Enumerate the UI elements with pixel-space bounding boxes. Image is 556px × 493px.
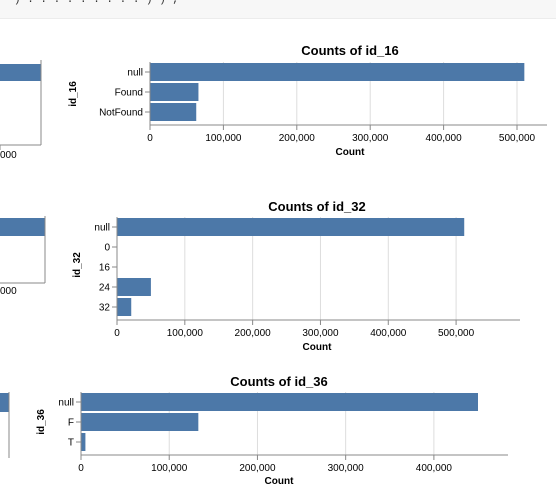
x-tick-label: 0 [147, 133, 153, 144]
bar [0, 64, 41, 81]
y-tick-label: 32 [99, 303, 111, 314]
partial-chart-1-plot: 000 [0, 60, 42, 161]
y-tick-label: null [58, 398, 74, 409]
y-tick-label: NotFound [99, 108, 143, 119]
x-tick-label: 500,000 [499, 133, 536, 144]
chart-title: Counts of id_36 [230, 374, 328, 389]
bar-t [81, 433, 86, 451]
bar-f [81, 413, 199, 431]
x-tick-label: 400,000 [426, 133, 463, 144]
x-tick-label: 300,000 [328, 463, 365, 474]
x-tick-label: 000 [0, 286, 17, 297]
chart-title: Counts of id_16 [301, 43, 399, 58]
x-tick-label: 200,000 [239, 463, 276, 474]
x-tick-label: 100,000 [205, 133, 242, 144]
bar-notfound [150, 103, 197, 121]
chart-id36: Counts of id_36 id_36 Count 0 100,000 200,… [36, 374, 508, 487]
partial-chart-1: 000 [0, 60, 42, 161]
x-tick-label: 100,000 [151, 463, 188, 474]
id32-plot: 0 100,000 200,000 300,000 400,000 500,000 null… [94, 217, 520, 339]
x-tick-label: 400,000 [416, 463, 453, 474]
partial-chart-3 [0, 392, 10, 458]
x-tick-label: 500,000 [438, 328, 475, 339]
x-tick-label: 400,000 [370, 328, 407, 339]
bar-null [150, 63, 525, 81]
x-axis-title: Count [265, 476, 295, 487]
y-tick-label: T [68, 438, 74, 449]
code-fragment: ) . . . . . . . . . ) ) , [14, 0, 180, 6]
y-axis-title: id_16 [68, 81, 79, 107]
y-tick-label: F [68, 418, 74, 429]
y-tick-label: 24 [99, 283, 111, 294]
x-tick-label: 300,000 [302, 328, 339, 339]
y-axis-title: id_36 [36, 409, 47, 435]
chart-title: Counts of id_32 [268, 199, 366, 214]
x-tick-label: 0 [114, 328, 120, 339]
bar [0, 218, 45, 236]
y-tick-label: 0 [104, 243, 110, 254]
y-tick-label: null [94, 223, 110, 234]
bar [0, 393, 9, 412]
id16-plot: 0 100,000 200,000 300,000 400,000 500,000 null… [99, 62, 547, 144]
bar-found [150, 83, 199, 101]
x-axis-title: Count [336, 147, 366, 158]
x-tick-label: 300,000 [352, 133, 389, 144]
notebook-code-strip: ) . . . . . . . . . ) ) , [0, 0, 556, 19]
y-tick-label: 16 [99, 263, 111, 274]
chart-id16: Counts of id_16 id_16 Count 0 100,000 200,… [68, 43, 547, 158]
x-tick-label: 000 [0, 150, 17, 161]
partial-chart-2-plot: 000 [0, 216, 46, 297]
y-axis-title: id_32 [72, 252, 83, 278]
chart-id32: Counts of id_32 id_32 Count 0 100,000 200,… [72, 199, 520, 353]
x-tick-label: 0 [78, 463, 84, 474]
partial-chart-3-plot [0, 392, 10, 458]
x-tick-label: 200,000 [279, 133, 316, 144]
bar-32 [117, 298, 132, 316]
x-axis-title: Count [303, 342, 333, 353]
y-tick-label: null [127, 68, 143, 79]
id36-plot: 0 100,000 200,000 300,000 400,000 null FT [58, 392, 508, 474]
y-tick-label: Found [115, 88, 143, 99]
x-tick-label: 200,000 [235, 328, 272, 339]
bar-null [117, 218, 465, 236]
partial-chart-2: 000 [0, 216, 46, 297]
x-tick-label: 100,000 [167, 328, 204, 339]
bar-null [81, 393, 478, 411]
bar-24 [117, 278, 151, 296]
